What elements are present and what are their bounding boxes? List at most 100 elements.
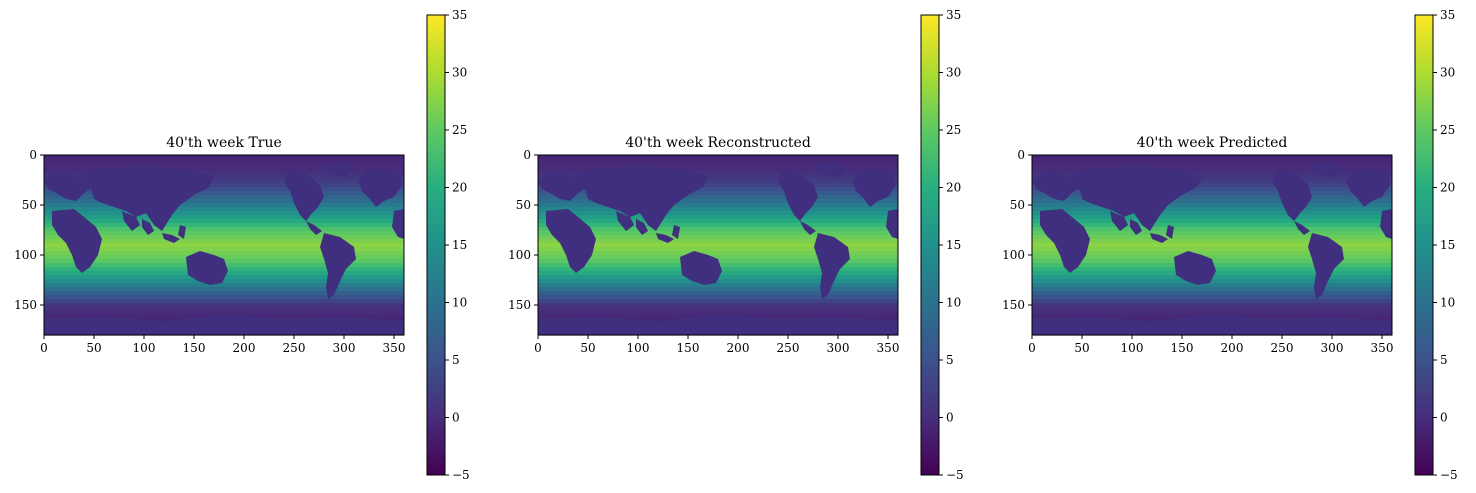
heatmap-band (538, 207, 898, 212)
heatmap-band (1032, 215, 1392, 220)
heatmap-band (1032, 163, 1392, 168)
y-tick-label: 150 (508, 298, 531, 312)
colorbar-tick-label: 15 (452, 238, 467, 252)
heatmap-band (1032, 155, 1392, 160)
colorbar-tick-label: 20 (1440, 181, 1455, 195)
heatmap-band (44, 251, 404, 256)
heatmap-band (1032, 179, 1392, 184)
colorbar-tick-label: 0 (1440, 411, 1448, 425)
axes-frame (43, 154, 405, 336)
heatmap-band (1032, 303, 1392, 308)
x-tick-label: 50 (86, 341, 101, 355)
y-tick-label: 0 (523, 148, 531, 162)
heatmap-band (538, 283, 898, 288)
colorbar-tick-label: −5 (946, 468, 964, 482)
colorbar-tick-label: −5 (1440, 468, 1458, 482)
heatmap-band (538, 171, 898, 176)
colorbar-tick-label: 10 (452, 296, 467, 310)
heatmap-band (538, 187, 898, 192)
heatmap-band (538, 203, 898, 208)
heatmap-band (44, 191, 404, 196)
heatmap-band (1032, 307, 1392, 312)
y-tick-label: 100 (508, 248, 531, 262)
heatmap-band (1032, 247, 1392, 252)
heatmap-band (44, 239, 404, 244)
colorbar-gradient (920, 14, 940, 476)
heatmap-band (44, 227, 404, 232)
axes-frame (537, 154, 899, 336)
y-tick-label: 100 (1002, 248, 1025, 262)
heatmap-band (1032, 211, 1392, 216)
heatmap-band (538, 179, 898, 184)
heatmap-band (44, 187, 404, 192)
x-tick-label: 0 (40, 341, 48, 355)
colorbar-tick-label: 35 (1440, 8, 1455, 22)
colorbar-tick-label: 25 (1440, 123, 1455, 137)
x-tick-label: 300 (827, 341, 850, 355)
heatmap-band (44, 211, 404, 216)
heatmap-band (1032, 191, 1392, 196)
colorbar-tick-label: 20 (946, 181, 961, 195)
sst-heatmap (1032, 155, 1392, 336)
heatmap-band (44, 303, 404, 308)
x-tick-label: 100 (627, 341, 650, 355)
sst-heatmap (44, 155, 404, 336)
heatmap-band (1032, 231, 1392, 236)
heatmap-band (44, 279, 404, 284)
heatmap-band (1032, 175, 1392, 180)
colorbar-gradient (1414, 14, 1434, 476)
x-tick-label: 150 (677, 341, 700, 355)
heatmap-band (538, 211, 898, 216)
colorbar-tick-label: 5 (1440, 353, 1448, 367)
heatmap-band (538, 191, 898, 196)
x-tick-label: 200 (727, 341, 750, 355)
heatmap-band (44, 299, 404, 304)
x-tick-label: 150 (183, 341, 206, 355)
heatmap-band (1032, 171, 1392, 176)
heatmap-band (538, 247, 898, 252)
heatmap-band (44, 167, 404, 172)
heatmap-band (1032, 255, 1392, 260)
colorbar-tick-label: 20 (452, 181, 467, 195)
heatmap-band (1032, 299, 1392, 304)
heatmap-band (1032, 295, 1392, 300)
heatmap-band (44, 223, 404, 228)
colorbar-tick-label: 10 (1440, 296, 1455, 310)
heatmap-band (538, 291, 898, 296)
heatmap-band (538, 299, 898, 304)
heatmap-band (1032, 167, 1392, 172)
heatmap-band (1032, 159, 1392, 164)
heatmap-band (1032, 187, 1392, 192)
colorbar-tick-label: 30 (1440, 66, 1455, 80)
colorbar-tick-label: 5 (452, 353, 460, 367)
x-tick-label: 350 (1371, 341, 1394, 355)
colorbar-tick-label: 30 (946, 66, 961, 80)
heatmap-band (538, 311, 898, 316)
colorbar-tick-label: 25 (946, 123, 961, 137)
heatmap-band (1032, 287, 1392, 292)
heatmap-band (538, 307, 898, 312)
x-tick-label: 50 (580, 341, 595, 355)
heatmap-band (44, 155, 404, 160)
heatmap-band (44, 183, 404, 188)
heatmap-band (44, 287, 404, 292)
y-tick-label: 0 (29, 148, 37, 162)
heatmap-band (44, 247, 404, 252)
heatmap-band (538, 251, 898, 256)
x-tick-label: 0 (534, 341, 542, 355)
colorbar-tick-label: −5 (452, 468, 470, 482)
heatmap-band (1032, 235, 1392, 240)
x-tick-label: 250 (283, 341, 306, 355)
axes-frame (1031, 154, 1393, 336)
heatmap-band (1032, 291, 1392, 296)
x-tick-label: 250 (1271, 341, 1294, 355)
heatmap-band (44, 219, 404, 224)
heatmap-band (1032, 219, 1392, 224)
colorbar-tick-label: 25 (452, 123, 467, 137)
heatmap-band (538, 255, 898, 260)
colorbar-tick-label: 30 (452, 66, 467, 80)
heatmap-band (44, 283, 404, 288)
colorbar: 35 30 25 20 15 10 5 0 −5 (426, 8, 470, 482)
sst-heatmap (538, 155, 898, 336)
